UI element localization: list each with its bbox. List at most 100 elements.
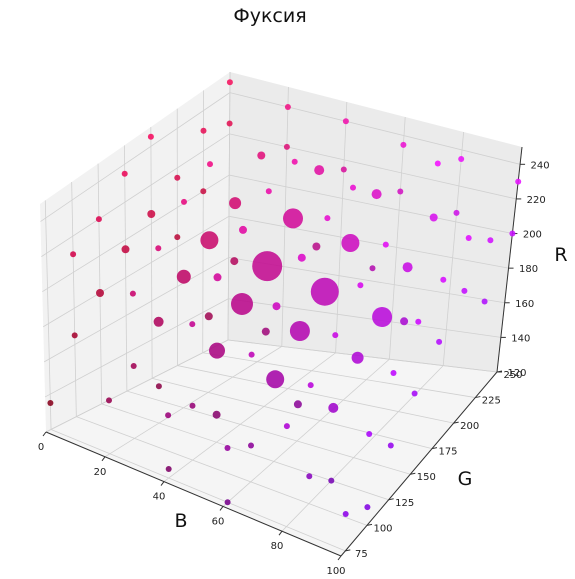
y-tick-mark	[431, 447, 438, 450]
data-point	[400, 317, 409, 326]
data-point	[70, 251, 77, 258]
data-point	[153, 316, 164, 327]
data-point	[387, 442, 394, 449]
data-point	[453, 209, 460, 216]
data-point	[130, 363, 137, 369]
y-axis-label: G	[458, 468, 473, 490]
z-tick-label: 120	[507, 368, 526, 379]
data-point	[252, 251, 283, 282]
x-tick-label: 0	[38, 442, 44, 453]
data-point	[411, 390, 418, 397]
grid-line-g	[150, 126, 153, 379]
grid-line-r	[44, 298, 229, 398]
data-point	[350, 184, 356, 191]
x-tick-mark	[278, 530, 283, 536]
grid-line-g	[76, 416, 368, 526]
data-point	[357, 282, 364, 289]
z-tick-label: 220	[527, 195, 546, 206]
data-point	[312, 242, 321, 251]
data-point	[261, 327, 270, 336]
y-tick-mark	[366, 523, 373, 526]
x-tick-mark	[42, 431, 47, 437]
y-tick-label: 150	[417, 472, 436, 483]
data-point	[415, 318, 422, 325]
data-point	[487, 237, 494, 244]
pane-layer	[40, 72, 522, 556]
pane-back-wall	[228, 72, 522, 372]
x-tick-label: 60	[212, 516, 225, 527]
x-tick-label: 40	[153, 492, 166, 503]
data-point	[509, 230, 516, 237]
data-point	[189, 402, 196, 409]
data-point	[213, 273, 222, 282]
data-point	[461, 287, 468, 294]
y-tick-label: 125	[395, 498, 414, 509]
x-tick-mark	[160, 481, 165, 486]
data-point	[96, 289, 104, 297]
data-point	[200, 231, 219, 250]
data-point	[155, 245, 162, 252]
data-point	[248, 442, 254, 449]
data-point	[231, 293, 253, 315]
grid-line-g	[126, 390, 411, 475]
grid-line-r	[41, 133, 230, 257]
data-point	[382, 241, 389, 248]
grid-line-b	[389, 116, 406, 360]
grid-line-g	[152, 377, 433, 450]
grid-line-g	[227, 71, 231, 341]
data-point	[372, 307, 393, 327]
grid-line-b	[442, 131, 464, 366]
data-point	[307, 382, 314, 389]
data-point	[434, 160, 441, 167]
grid-line-r	[45, 339, 229, 433]
data-point	[364, 504, 371, 511]
data-point	[174, 174, 181, 181]
x-tick-label: 20	[94, 467, 107, 478]
data-point	[248, 351, 255, 358]
grid-line-g	[71, 181, 77, 417]
y-tick-label: 175	[438, 447, 457, 458]
data-point	[106, 397, 112, 404]
data-point	[402, 262, 413, 273]
y-tick-label: 100	[373, 523, 392, 534]
grid-line-b	[335, 101, 348, 353]
x-tick-mark	[219, 506, 224, 511]
grid-line-g	[202, 352, 476, 398]
data-point	[174, 234, 181, 241]
z-axis-label: R	[554, 244, 567, 266]
data-point	[257, 151, 266, 160]
data-point	[310, 277, 339, 306]
pane-floor	[46, 340, 497, 556]
grid-line-r	[43, 257, 229, 363]
grid-line-g	[177, 365, 454, 424]
data-point	[289, 321, 310, 341]
data-point	[121, 170, 128, 177]
x-tick-label: 80	[271, 541, 284, 552]
data-point	[181, 198, 187, 205]
data-point	[440, 276, 447, 283]
data-point	[340, 166, 347, 173]
data-point	[147, 133, 154, 140]
data-point	[458, 156, 465, 162]
grid-line-g	[50, 429, 346, 552]
y-tick-label: 225	[482, 396, 501, 407]
data-point	[272, 302, 281, 311]
grid-line-g	[101, 403, 389, 501]
data-point	[229, 197, 242, 210]
data-point	[436, 338, 443, 345]
grid-line-r	[42, 174, 230, 293]
data-point	[265, 188, 272, 195]
y-tick-label: 250	[503, 370, 522, 381]
data-point	[47, 400, 54, 406]
data-point	[212, 410, 221, 419]
data-point	[224, 445, 231, 451]
data-point	[293, 400, 302, 409]
data-point	[165, 412, 172, 419]
data-point	[371, 189, 382, 200]
data-point	[224, 499, 231, 506]
data-point	[283, 143, 290, 150]
z-tick-label: 200	[523, 230, 542, 241]
data-point	[328, 477, 335, 484]
